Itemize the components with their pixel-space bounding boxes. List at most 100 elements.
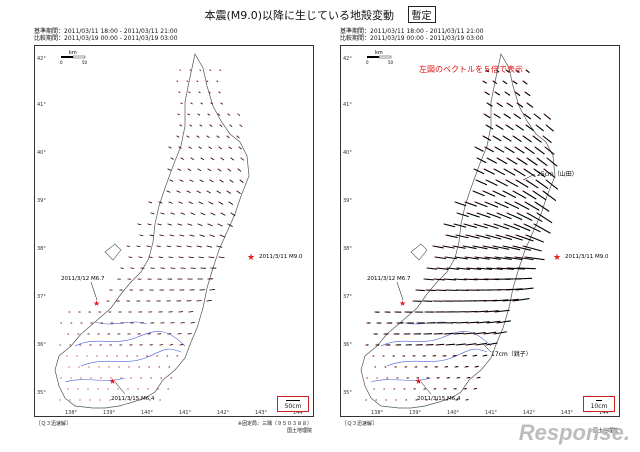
gnss-station <box>130 267 132 269</box>
gnss-station <box>188 201 190 203</box>
displacement-vector <box>486 320 501 324</box>
gnss-station <box>70 322 72 324</box>
gnss-station <box>147 223 149 225</box>
displacement-vector <box>444 256 457 260</box>
gnss-station <box>446 377 448 379</box>
gnss-station <box>89 344 91 346</box>
displacement-vector <box>495 179 509 187</box>
gnss-station <box>170 157 172 159</box>
gnss-station <box>218 146 220 148</box>
gnss-station <box>412 300 414 302</box>
gnss-station <box>513 223 515 225</box>
gnss-station <box>176 245 178 247</box>
right-map-panel: 基準期間：2011/03/11 18:00 - 2011/03/11 21:00… <box>340 28 620 434</box>
gnss-station <box>486 267 488 269</box>
gnss-station <box>210 212 212 214</box>
gnss-station <box>396 377 398 379</box>
gnss-station <box>206 245 208 247</box>
km-unit-label: km <box>375 50 383 56</box>
gnss-station <box>412 355 414 357</box>
gnss-station <box>216 80 218 82</box>
displacement-vector <box>503 168 516 176</box>
gnss-station <box>109 344 111 346</box>
gnss-station <box>452 245 454 247</box>
gnss-station <box>189 69 191 71</box>
displacement-vector <box>496 267 514 270</box>
gnss-station <box>230 212 232 214</box>
gnss-station <box>376 322 378 324</box>
displacement-vector <box>516 267 536 270</box>
gnss-station <box>176 135 178 137</box>
gnss-station <box>513 113 515 115</box>
quake-a-label: 2011/3/12 M6.7 <box>367 276 411 282</box>
displacement-vector <box>522 245 542 252</box>
displacement-vector <box>476 267 492 270</box>
lon-tick: 140° <box>141 410 154 416</box>
gnss-station <box>226 190 228 192</box>
displacement-vector <box>503 113 511 119</box>
displacement-vector <box>523 223 541 233</box>
displacement-vector <box>512 298 530 302</box>
lon-tick: 143° <box>255 410 268 416</box>
gnss-station <box>189 234 191 236</box>
gnss-station <box>502 135 504 137</box>
left-map-panel: 基準期間：2011/03/11 18:00 - 2011/03/11 21:00… <box>34 28 314 434</box>
gnss-station <box>512 190 514 192</box>
gnss-station <box>393 333 395 335</box>
gnss-station <box>442 355 444 357</box>
gnss-station <box>433 278 435 280</box>
displacement-vector <box>476 212 491 219</box>
gnss-station <box>216 135 218 137</box>
displacement-vector <box>543 168 556 179</box>
gnss-station <box>76 355 78 357</box>
displacement-vector <box>485 179 498 186</box>
gnss-station <box>426 377 428 379</box>
gnss-station <box>180 157 182 159</box>
displacement-vector <box>484 256 501 260</box>
gnss-station <box>116 300 118 302</box>
displacement-vector <box>433 278 445 281</box>
gnss-station <box>505 289 507 291</box>
gnss-station <box>492 300 494 302</box>
gnss-station <box>196 135 198 137</box>
gnss-station <box>413 333 415 335</box>
gnss-station <box>483 168 485 170</box>
displacement-vector <box>512 190 527 199</box>
displacement-vector <box>464 256 479 260</box>
gnss-station <box>86 355 88 357</box>
gnss-station <box>456 267 458 269</box>
gnss-station <box>456 322 458 324</box>
gnss-station <box>542 190 544 192</box>
quake-b-leader <box>114 381 126 395</box>
gnss-station <box>59 399 61 401</box>
gnss-station <box>502 245 504 247</box>
displacement-vector <box>210 212 216 216</box>
gnss-station <box>485 124 487 126</box>
displacement-vector <box>512 135 522 143</box>
footer-agency: 国土地理院 <box>286 428 312 434</box>
gnss-station <box>542 135 544 137</box>
displacement-vector <box>516 212 533 221</box>
gnss-station <box>207 223 209 225</box>
gnss-station <box>187 223 189 225</box>
lon-tick: 144° <box>599 410 612 416</box>
gnss-station <box>385 344 387 346</box>
gnss-station <box>187 113 189 115</box>
gnss-station <box>117 333 119 335</box>
gnss-station <box>186 245 188 247</box>
gnss-station <box>207 168 209 170</box>
gnss-station <box>227 113 229 115</box>
gnss-station <box>493 333 495 335</box>
displacement-vector <box>525 69 530 74</box>
gnss-station <box>463 333 465 335</box>
gnss-station <box>217 168 219 170</box>
displacement-vector <box>473 168 485 175</box>
gnss-station <box>512 245 514 247</box>
gnss-station <box>466 212 468 214</box>
displacement-vector <box>187 332 192 335</box>
gnss-station <box>516 267 518 269</box>
displacement-vector <box>179 234 185 237</box>
gnss-station <box>503 113 505 115</box>
gnss-station <box>435 289 437 291</box>
gnss-station <box>493 113 495 115</box>
